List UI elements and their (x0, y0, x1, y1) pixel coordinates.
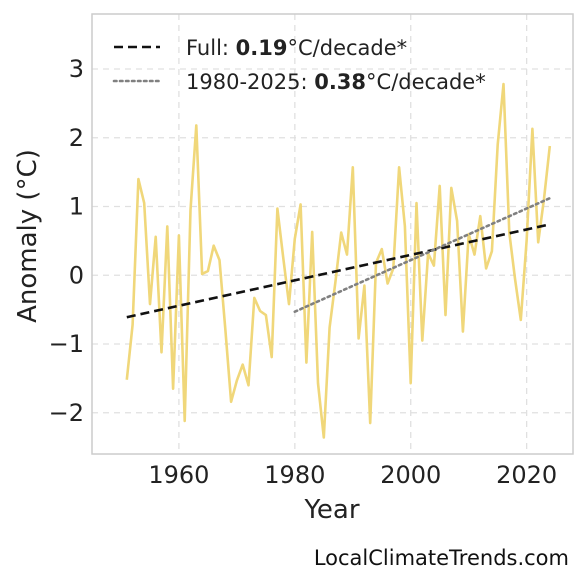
y-tick-label: 2 (69, 124, 84, 152)
legend-label: 1980-2025: 0.38°C/decade* (186, 70, 486, 94)
x-tick-label: 1980 (264, 461, 325, 489)
y-tick-label: 1 (69, 193, 84, 221)
y-tick-label: −1 (49, 330, 84, 358)
y-axis-title: Anomaly (°C) (13, 149, 43, 323)
legend-label: Full: 0.19°C/decade* (186, 36, 407, 60)
credit-text[interactable]: LocalClimateTrends.com (313, 546, 569, 570)
legend: Full: 0.19°C/decade* 1980-2025: 0.38°C/de… (112, 36, 486, 94)
y-tick-labels: −2 −1 0 1 2 3 (49, 55, 84, 427)
x-tick-label: 2020 (496, 461, 557, 489)
series-layer (125, 82, 552, 439)
chart: 1960 1980 2000 2020 −2 −1 0 1 2 3 Year Anomaly (… (13, 13, 574, 525)
y-tick-label: 0 (69, 261, 84, 289)
recent-trend-line (293, 196, 552, 314)
x-tick-label: 1960 (148, 461, 209, 489)
plot-frame (91, 13, 574, 455)
x-tick-labels: 1960 1980 2000 2020 (148, 461, 557, 489)
y-tick-label: 3 (69, 55, 84, 83)
anomaly-series-line (125, 82, 552, 439)
full-trend-line (126, 223, 551, 319)
x-axis-title: Year (303, 495, 359, 525)
x-tick-label: 2000 (380, 461, 441, 489)
y-tick-label: −2 (49, 399, 84, 427)
